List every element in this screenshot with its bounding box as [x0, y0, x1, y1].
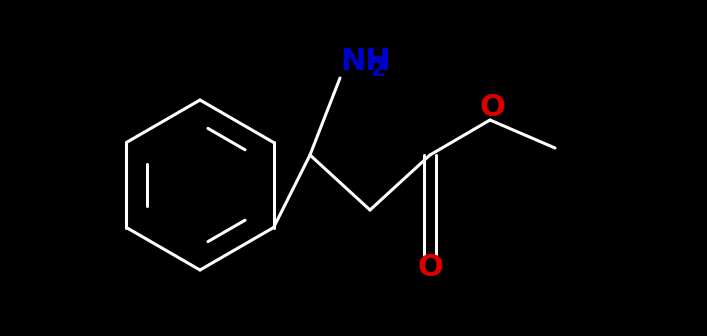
- Text: O: O: [479, 93, 505, 123]
- Text: 2: 2: [370, 60, 385, 80]
- Text: NH: NH: [340, 47, 391, 77]
- Text: O: O: [417, 253, 443, 283]
